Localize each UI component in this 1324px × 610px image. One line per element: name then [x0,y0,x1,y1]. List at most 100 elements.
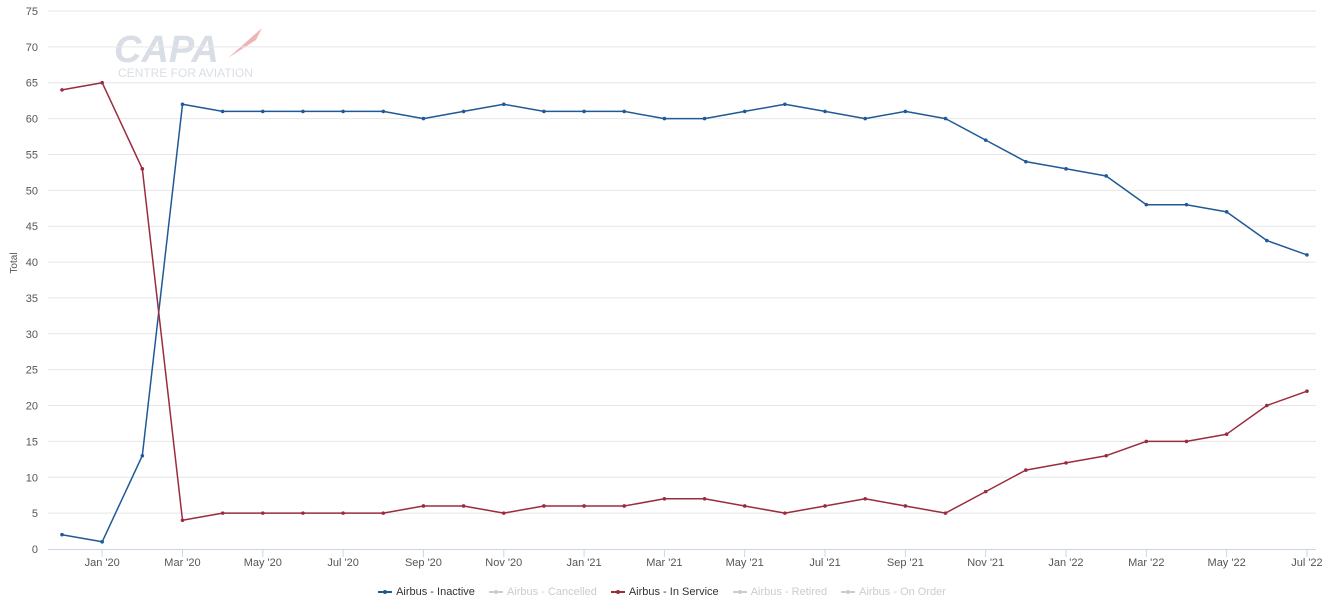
data-point[interactable] [582,504,586,508]
data-point[interactable] [60,88,64,92]
y-tick-label: 70 [26,42,38,54]
y-tick-label: 45 [26,221,38,233]
data-point[interactable] [823,504,827,508]
data-point[interactable] [1224,432,1229,437]
data-point[interactable] [542,504,546,508]
data-point[interactable] [783,102,787,107]
y-tick-label: 10 [26,472,38,484]
data-point[interactable] [301,511,305,515]
series-line [61,81,1308,522]
data-point[interactable] [1064,167,1068,171]
legend-swatch-icon [841,588,856,596]
data-point[interactable] [261,511,265,515]
data-point[interactable] [863,116,867,121]
legend-label: Airbus - In Service [628,586,719,598]
legend-item-airbus-on-order[interactable]: Airbus - On Order [841,586,946,598]
data-point[interactable] [1144,202,1149,207]
data-point[interactable] [1265,403,1269,408]
data-point[interactable] [742,504,747,508]
data-point[interactable] [180,102,185,107]
data-point[interactable] [702,496,707,501]
data-point[interactable] [622,504,627,508]
data-point[interactable] [341,109,345,114]
data-point[interactable] [461,109,466,114]
x-axis: Jan '20 Mar '20 May '20 Jul '20 Sep '20 Nov '… [48,549,1323,569]
x-tick-label: May '22 [1208,557,1246,569]
legend-item-airbus-cancelled[interactable]: Airbus - Cancelled [488,586,597,598]
data-point[interactable] [180,518,185,523]
y-tick-label: 25 [26,365,38,377]
logo-swoosh-icon [228,28,262,58]
data-point[interactable] [542,109,546,114]
legend-item-airbus-retired[interactable]: Airbus - Retired [732,586,828,598]
legend-label: Airbus - Retired [750,586,828,598]
data-point[interactable] [1265,238,1269,243]
y-tick-label: 35 [26,293,38,305]
data-point[interactable] [662,496,667,501]
chart-legend: Airbus - Inactive Airbus - Cancelled Airbu… [0,583,1324,601]
data-point[interactable] [1104,453,1108,458]
x-tick-label: Jul '22 [1291,557,1322,569]
data-point[interactable] [301,109,305,114]
data-point[interactable] [903,504,908,508]
data-point[interactable] [1024,468,1028,472]
data-point[interactable] [1184,439,1189,444]
data-point[interactable] [823,109,827,114]
data-point[interactable] [1104,174,1108,178]
data-point[interactable] [582,109,586,114]
x-tick-label: Mar '20 [164,557,200,569]
y-tick-label: 20 [26,401,38,413]
data-point[interactable] [1305,389,1309,393]
x-tick-label: Jan '22 [1048,557,1083,569]
data-point[interactable] [501,102,506,107]
data-point[interactable] [461,504,466,508]
data-point[interactable] [903,109,908,114]
data-point[interactable] [1024,159,1028,164]
y-tick-label: 50 [26,185,38,197]
data-point[interactable] [702,116,707,121]
data-point[interactable] [100,80,104,85]
data-point[interactable] [501,511,506,515]
legend-item-airbus-in-service[interactable]: Airbus - In Service [610,586,719,598]
series-line [61,103,1308,543]
x-tick-label: Jan '21 [567,557,602,569]
data-point[interactable] [381,109,386,114]
y-tick-label: 0 [32,544,38,556]
data-point[interactable] [983,489,988,494]
x-tick-label: Mar '22 [1128,557,1164,569]
data-point[interactable] [381,511,386,515]
y-axis-ticks: 0 5 10 15 20 25 30 35 40 45 50 55 60 65 70 75 [26,6,38,556]
data-point[interactable] [220,511,225,515]
legend-label: Airbus - Cancelled [506,586,597,598]
legend-item-airbus-inactive[interactable]: Airbus - Inactive [378,586,475,598]
legend-swatch-icon [732,588,747,596]
data-point[interactable] [662,116,667,121]
data-point[interactable] [261,109,265,114]
data-point[interactable] [341,511,345,515]
data-point[interactable] [1064,461,1068,465]
x-tick-label: Jan '20 [85,557,120,569]
data-point[interactable] [742,109,747,114]
data-point[interactable] [943,116,948,121]
data-point[interactable] [783,511,787,515]
y-tick-label: 60 [26,114,38,126]
legend-swatch-icon [488,588,503,596]
data-point[interactable] [100,540,104,544]
data-point[interactable] [140,453,145,458]
series-airbus-inactive [60,102,1309,544]
data-point[interactable] [1144,439,1149,444]
data-point[interactable] [1184,202,1189,207]
data-point[interactable] [421,116,426,121]
data-point[interactable] [943,511,948,515]
data-point[interactable] [983,138,988,142]
data-point[interactable] [140,167,145,171]
data-point[interactable] [1305,253,1309,257]
logo-sub-text: CENTRE FOR AVIATION [118,66,253,80]
data-point[interactable] [220,109,225,114]
data-point[interactable] [1224,210,1229,214]
y-tick-label: 30 [26,329,38,341]
data-point[interactable] [622,109,627,114]
data-point[interactable] [60,532,64,537]
data-point[interactable] [421,504,426,508]
data-point[interactable] [863,496,867,501]
